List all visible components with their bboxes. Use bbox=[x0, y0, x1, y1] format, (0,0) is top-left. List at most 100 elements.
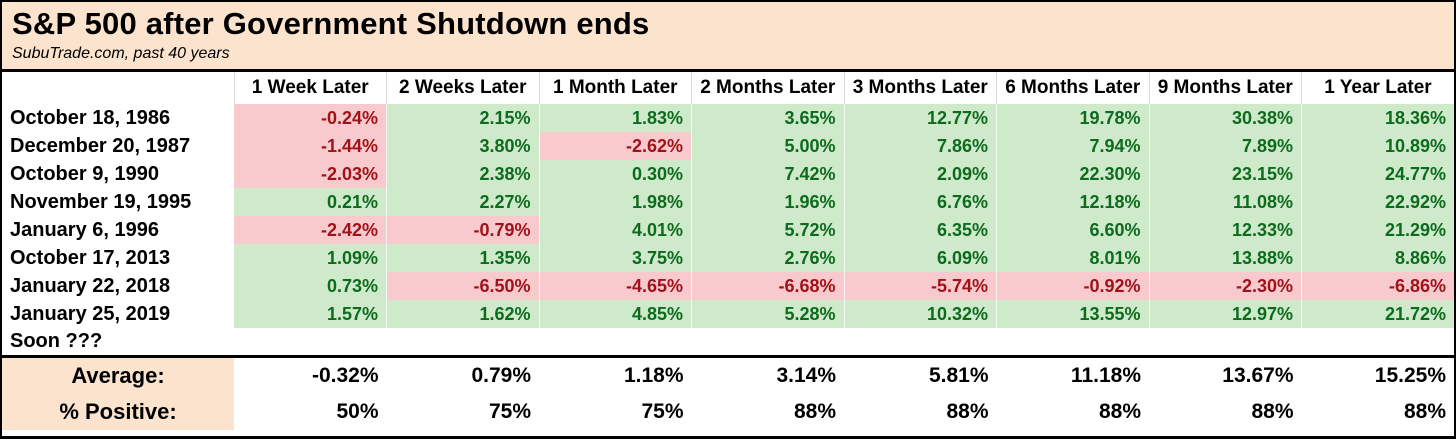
data-cell: 4.01% bbox=[539, 216, 692, 244]
row-label: January 22, 2018 bbox=[2, 272, 234, 300]
column-header: 1 Week Later bbox=[234, 72, 387, 104]
table-row: November 19, 1995 0.21% 2.27% 1.98% 1.96% 6.7… bbox=[2, 188, 1454, 216]
summary-value: 88% bbox=[1301, 394, 1454, 430]
summary-value: 0.79% bbox=[386, 356, 539, 394]
data-cell: 13.55% bbox=[996, 300, 1150, 328]
data-cell: 5.72% bbox=[691, 216, 845, 244]
data-cell: -2.03% bbox=[234, 160, 387, 188]
summary-value: 3.14% bbox=[691, 356, 844, 394]
data-cell: 1.98% bbox=[539, 188, 692, 216]
data-cell: 11.08% bbox=[1149, 188, 1302, 216]
summary-value: 5.81% bbox=[844, 356, 997, 394]
data-cell: 13.88% bbox=[1149, 244, 1302, 272]
data-cell: -2.62% bbox=[539, 132, 692, 160]
data-cell: -5.74% bbox=[844, 272, 997, 300]
data-cell: 2.76% bbox=[691, 244, 845, 272]
summary-rows: Average: -0.32% 0.79% 1.18% 3.14% 5.81% 11.18%… bbox=[2, 356, 1454, 430]
row-label: December 20, 1987 bbox=[2, 132, 234, 160]
column-header: 6 Months Later bbox=[996, 72, 1150, 104]
data-cell: 30.38% bbox=[1149, 104, 1302, 132]
data-cell: 8.01% bbox=[996, 244, 1150, 272]
data-cell: 3.75% bbox=[539, 244, 692, 272]
data-cell: -2.30% bbox=[1149, 272, 1302, 300]
data-cell: 12.97% bbox=[1149, 300, 1302, 328]
data-cell: 10.89% bbox=[1301, 132, 1454, 160]
data-cell bbox=[1149, 328, 1302, 356]
data-cell: 1.96% bbox=[691, 188, 845, 216]
summary-row: % Positive: 50% 75% 75% 88% 88% 88% 88% 88% bbox=[2, 394, 1454, 430]
table-row: October 17, 2013 1.09% 1.35% 3.75% 2.76% 6.09… bbox=[2, 244, 1454, 272]
row-label: October 18, 1986 bbox=[2, 104, 234, 132]
data-cell: 23.15% bbox=[1149, 160, 1302, 188]
data-cell: 2.38% bbox=[386, 160, 540, 188]
data-cell: -0.92% bbox=[996, 272, 1150, 300]
row-label: October 17, 2013 bbox=[2, 244, 234, 272]
data-cell: 2.09% bbox=[844, 160, 997, 188]
data-cell: 24.77% bbox=[1301, 160, 1454, 188]
data-cell: 7.86% bbox=[844, 132, 997, 160]
row-label: January 6, 1996 bbox=[2, 216, 234, 244]
column-header: 1 Year Later bbox=[1301, 72, 1454, 104]
data-cell: 1.62% bbox=[386, 300, 540, 328]
table-row: October 18, 1986 -0.24% 2.15% 1.83% 3.65% 12.… bbox=[2, 104, 1454, 132]
data-cell: 3.80% bbox=[386, 132, 540, 160]
data-cell: 1.35% bbox=[386, 244, 540, 272]
summary-value: 13.67% bbox=[1149, 356, 1302, 394]
summary-value: 75% bbox=[386, 394, 539, 430]
table-row: October 9, 1990 -2.03% 2.38% 0.30% 7.42% 2.09… bbox=[2, 160, 1454, 188]
data-cell: 22.92% bbox=[1301, 188, 1454, 216]
row-label: November 19, 1995 bbox=[2, 188, 234, 216]
data-cell: 4.85% bbox=[539, 300, 692, 328]
data-cell bbox=[844, 328, 997, 356]
data-cell: -6.86% bbox=[1301, 272, 1454, 300]
data-cell: 3.65% bbox=[691, 104, 845, 132]
summary-value: 15.25% bbox=[1301, 356, 1454, 394]
data-cell: 19.78% bbox=[996, 104, 1150, 132]
data-cell: 22.30% bbox=[996, 160, 1150, 188]
data-cell: 8.86% bbox=[1301, 244, 1454, 272]
data-cell bbox=[996, 328, 1149, 356]
data-cell: 6.09% bbox=[844, 244, 997, 272]
row-label: Soon ??? bbox=[2, 328, 234, 356]
data-cell: 6.60% bbox=[996, 216, 1150, 244]
summary-value: 88% bbox=[1149, 394, 1302, 430]
summary-value: 11.18% bbox=[996, 356, 1149, 394]
data-cell: -1.44% bbox=[234, 132, 387, 160]
data-cell: 2.27% bbox=[386, 188, 540, 216]
summary-value: 1.18% bbox=[539, 356, 692, 394]
data-cell: 5.00% bbox=[691, 132, 845, 160]
summary-label: Average: bbox=[2, 356, 234, 394]
page-title: S&P 500 after Government Shutdown ends bbox=[12, 6, 650, 41]
data-cell: 5.28% bbox=[691, 300, 845, 328]
data-cell: 0.21% bbox=[234, 188, 387, 216]
data-cell: 18.36% bbox=[1301, 104, 1454, 132]
row-label: January 25, 2019 bbox=[2, 300, 234, 328]
data-cell bbox=[386, 328, 539, 356]
data-cell: 7.42% bbox=[691, 160, 845, 188]
data-cell: -2.42% bbox=[234, 216, 387, 244]
data-cell: 1.09% bbox=[234, 244, 387, 272]
data-cell: 7.89% bbox=[1149, 132, 1302, 160]
data-cell: 10.32% bbox=[844, 300, 997, 328]
data-cell bbox=[691, 328, 844, 356]
data-cell bbox=[539, 328, 692, 356]
data-cell: 21.29% bbox=[1301, 216, 1454, 244]
data-cell: 6.76% bbox=[844, 188, 997, 216]
table-row: January 22, 2018 0.73% -6.50% -4.65% -6.68% -… bbox=[2, 272, 1454, 300]
header-row: 1 Week Later 2 Weeks Later 1 Month Later 2 … bbox=[2, 72, 1454, 104]
column-header: 9 Months Later bbox=[1149, 72, 1302, 104]
corner-cell bbox=[2, 72, 235, 104]
summary-value: 88% bbox=[844, 394, 997, 430]
table-row: Soon ??? bbox=[2, 328, 1454, 356]
data-cell: 0.30% bbox=[539, 160, 692, 188]
row-label: October 9, 1990 bbox=[2, 160, 234, 188]
column-header: 2 Months Later bbox=[691, 72, 845, 104]
table-row: January 25, 2019 1.57% 1.62% 4.85% 5.28% 10.3… bbox=[2, 300, 1454, 328]
data-cell: -0.79% bbox=[386, 216, 540, 244]
title-block: S&P 500 after Government Shutdown ends S… bbox=[2, 2, 1454, 72]
table-row: January 6, 1996 -2.42% -0.79% 4.01% 5.72% 6.3… bbox=[2, 216, 1454, 244]
data-cell: 0.73% bbox=[234, 272, 387, 300]
data-cell: -6.50% bbox=[386, 272, 540, 300]
data-cell: -0.24% bbox=[234, 104, 387, 132]
